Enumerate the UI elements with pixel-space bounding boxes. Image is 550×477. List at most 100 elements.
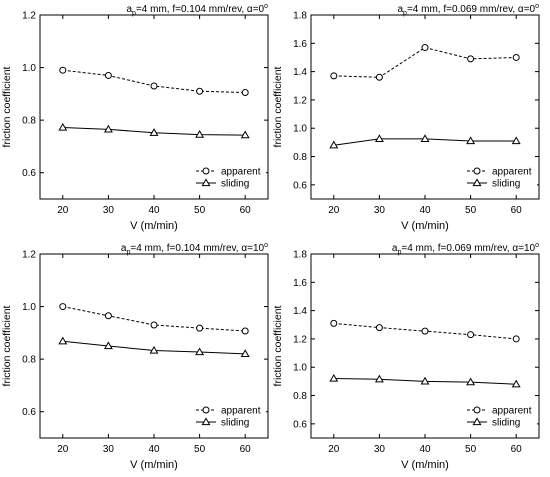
chart-panel-4: 0.6 0.8 1.0 1.2 1.4 1.6 1.8 20 30 40 50 60 V (m/min)… bbox=[272, 242, 540, 471]
data-point-apparent bbox=[241, 89, 249, 97]
data-point-sliding bbox=[58, 336, 68, 345]
chart-panel-2: 0.6 0.8 1.0 1.2 1.4 1.6 1.8 20 30 40 50 60 V (m/min)… bbox=[272, 3, 540, 232]
y-tick-label: 0.6 bbox=[293, 419, 307, 430]
data-point-apparent bbox=[59, 303, 67, 311]
legend-label-sliding: sliding bbox=[221, 179, 249, 190]
chart-title: ap=4 mm, f=0.104 mm/rev, α=10o bbox=[121, 242, 268, 256]
y-axis-label: friction coefficient bbox=[1, 305, 13, 386]
x-tick-label: 30 bbox=[103, 205, 115, 216]
x-tick-label: 60 bbox=[511, 205, 523, 216]
x-tick-label: 20 bbox=[328, 444, 340, 455]
x-tick-label: 40 bbox=[148, 444, 160, 455]
x-tick-label: 30 bbox=[103, 444, 115, 455]
legend-marker-sliding bbox=[201, 417, 211, 426]
data-point-apparent bbox=[330, 319, 338, 327]
legend-label-sliding: sliding bbox=[492, 418, 520, 429]
data-point-sliding bbox=[420, 134, 430, 142]
y-tick-label: 1.2 bbox=[293, 334, 307, 345]
title-part-sup: o bbox=[535, 242, 539, 249]
legend-label-apparent: apparent bbox=[492, 406, 532, 417]
x-tick-label: 60 bbox=[511, 444, 523, 455]
data-point-sliding bbox=[149, 345, 159, 354]
title-part-alpha: α=0 bbox=[518, 4, 536, 15]
x-axis-label: V (m/min) bbox=[130, 459, 178, 471]
y-tick-label: 1.4 bbox=[293, 67, 307, 78]
legend-box bbox=[190, 163, 266, 193]
legend-marker-apparent bbox=[202, 167, 210, 175]
x-tick-label: 60 bbox=[240, 205, 252, 216]
data-point-apparent bbox=[375, 73, 383, 81]
title-part-alpha: α=0 bbox=[247, 4, 265, 15]
data-point-apparent bbox=[241, 327, 249, 335]
data-point-apparent bbox=[196, 87, 204, 95]
data-point-apparent bbox=[59, 66, 67, 74]
x-tick-label: 60 bbox=[240, 444, 252, 455]
data-point-sliding bbox=[374, 374, 384, 383]
chart-title: ap=4 mm, f=0.104 mm/rev, α=0o bbox=[126, 3, 268, 17]
data-point-apparent bbox=[512, 335, 520, 343]
title-part-sup: o bbox=[264, 3, 268, 10]
data-point-sliding bbox=[511, 379, 521, 388]
y-tick-label: 1.6 bbox=[293, 39, 307, 50]
title-part-sub: p bbox=[132, 10, 136, 17]
title-part-pre: a bbox=[126, 4, 132, 15]
title-part-pre: a bbox=[392, 243, 398, 254]
data-point-sliding bbox=[195, 130, 205, 138]
data-point-apparent bbox=[512, 53, 520, 61]
title-part-sub: p bbox=[403, 10, 407, 17]
x-axis-label: V (m/min) bbox=[130, 220, 178, 232]
legend-marker-apparent bbox=[473, 167, 481, 175]
y-tick-label: 1.2 bbox=[22, 250, 36, 261]
y-tick-label: 1.0 bbox=[293, 124, 307, 135]
y-tick-label: 0.8 bbox=[22, 355, 36, 366]
x-tick-label: 20 bbox=[57, 205, 69, 216]
series-line-apparent bbox=[333, 47, 517, 78]
data-point-apparent bbox=[467, 331, 475, 339]
data-point-sliding bbox=[374, 134, 384, 142]
chart-panel-1: 0.6 0.8 1.0 1.2 20 30 40 50 60 V (m/min) friction … bbox=[1, 3, 269, 232]
legend-label-apparent: apparent bbox=[221, 406, 261, 417]
x-tick-label: 30 bbox=[374, 205, 386, 216]
data-point-apparent bbox=[330, 72, 338, 80]
y-tick-label: 0.8 bbox=[293, 152, 307, 163]
chart-title: ap=4 mm, f=0.069 mm/rev, α=10o bbox=[392, 242, 539, 256]
x-tick-label: 40 bbox=[419, 205, 431, 216]
data-point-apparent bbox=[375, 324, 383, 332]
data-point-apparent bbox=[196, 324, 204, 332]
data-point-sliding bbox=[103, 341, 113, 350]
data-point-sliding bbox=[329, 140, 339, 149]
legend-label-apparent: apparent bbox=[221, 167, 261, 178]
x-tick-label: 50 bbox=[465, 205, 477, 216]
data-point-sliding bbox=[58, 122, 68, 131]
title-part-sub: p bbox=[397, 249, 401, 256]
data-point-apparent bbox=[104, 312, 112, 320]
legend-marker-apparent bbox=[202, 406, 210, 414]
legend-marker-sliding bbox=[472, 178, 482, 187]
x-tick-label: 20 bbox=[328, 205, 340, 216]
data-point-sliding bbox=[240, 349, 250, 357]
y-tick-label: 1.8 bbox=[293, 250, 307, 261]
data-point-sliding bbox=[420, 376, 430, 385]
x-tick-label: 50 bbox=[194, 205, 206, 216]
y-tick-label: 1.0 bbox=[293, 363, 307, 374]
y-tick-label: 1.2 bbox=[293, 95, 307, 106]
data-point-apparent bbox=[104, 71, 112, 79]
y-axis-label: friction coefficient bbox=[1, 66, 13, 147]
legend-label-sliding: sliding bbox=[221, 418, 249, 429]
x-tick-label: 50 bbox=[465, 444, 477, 455]
legend-box bbox=[461, 402, 537, 432]
data-point-sliding bbox=[466, 136, 476, 145]
title-part-alpha: α=10 bbox=[512, 243, 535, 254]
chart-panel-3: 0.6 0.8 1.0 1.2 20 30 40 50 60 V (m/min) friction … bbox=[1, 242, 269, 471]
data-point-sliding bbox=[103, 124, 113, 133]
data-point-sliding bbox=[511, 136, 521, 145]
legend-box bbox=[461, 163, 537, 193]
x-tick-label: 20 bbox=[57, 444, 69, 455]
y-tick-label: 0.6 bbox=[22, 407, 36, 418]
y-tick-label: 0.6 bbox=[293, 180, 307, 191]
x-axis-label: V (m/min) bbox=[401, 459, 449, 471]
